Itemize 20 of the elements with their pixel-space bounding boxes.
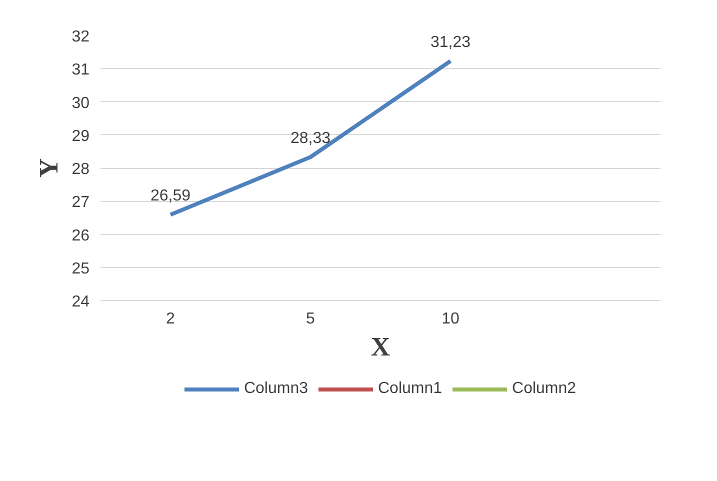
legend-label: Column2 [512,380,576,398]
y-tick-label: 31 [72,62,90,79]
y-tick-label: 24 [72,294,90,310]
data-label: 28,33 [290,130,331,148]
y-tick-label: 25 [72,260,90,278]
x-tick-label: 5 [306,310,316,328]
x-axis-title: X [370,332,390,362]
x-tick-label: 2 [166,310,176,328]
y-tick-label: 28 [72,161,90,178]
y-tick-label: 26 [72,227,90,244]
data-label: 26,59 [150,188,191,205]
x-tick-label: 10 [442,310,460,328]
data-label: 31,23 [430,34,471,52]
y-tick-label: 32 [72,28,90,46]
legend-label: Column3 [244,380,308,398]
y-tick-label: 27 [72,194,90,212]
legend-label: Column1 [378,380,442,398]
y-axis-title: Y [34,158,64,178]
y-tick-label: 30 [72,94,90,112]
y-tick-label: 29 [72,128,90,145]
